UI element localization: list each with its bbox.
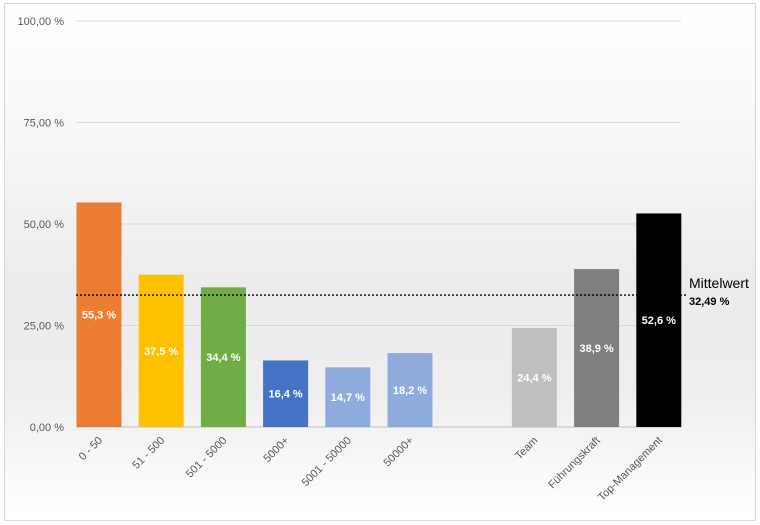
mean-line-label: Mittelwert [689, 275, 749, 291]
bars [76, 202, 682, 427]
mean-reference-line: Mittelwert 32,49 % [76, 275, 749, 308]
x-tick-label: Führungskraft [546, 435, 602, 491]
bar [263, 360, 309, 427]
y-axis-tick-labels: 0,00 % 25,00 % 50,00 % 75,00 % 100,00 % [18, 16, 65, 434]
y-tick-label: 75,00 % [24, 118, 65, 130]
y-tick-label: 0,00 % [30, 422, 64, 434]
bar [200, 287, 246, 427]
bar-value-label: 18,2 % [393, 385, 427, 397]
chart-frame [4, 3, 756, 521]
x-tick-label: 5000+ [261, 435, 291, 465]
bar-value-label: 14,7 % [331, 392, 365, 404]
bar [138, 274, 184, 427]
bar-value-label: 55,3 % [82, 310, 116, 322]
x-tick-label: 50000+ [381, 435, 416, 470]
bar-value-label: 52,6 % [642, 315, 676, 327]
x-tick-label: Top-Management [596, 435, 665, 504]
y-tick-label: 25,00 % [24, 321, 65, 333]
bar [325, 367, 371, 427]
bar [636, 213, 682, 427]
bar-data-labels: 55,3 % 37,5 % 34,4 % 16,4 % 14,7 % 18,2 % 24,4… [82, 310, 676, 404]
y-tick-label: 100,00 % [18, 16, 65, 28]
bar-value-label: 34,4 % [206, 352, 240, 364]
bar-value-label: 37,5 % [144, 346, 178, 358]
y-tick-label: 50,00 % [24, 219, 65, 231]
x-tick-label: 51 - 500 [130, 435, 167, 472]
x-tick-label: 501 - 5000 [184, 435, 230, 481]
bar-value-label: 16,4 % [268, 389, 302, 401]
bar [76, 202, 122, 427]
x-axis-tick-labels: 0 - 50 51 - 500 501 - 5000 5000+ 5001 - 5000… [77, 435, 665, 504]
x-tick-label: 0 - 50 [77, 435, 105, 463]
x-tick-label: 5001 - 50000 [300, 435, 354, 489]
bar-value-label: 24,4 % [517, 372, 551, 384]
mean-line-value: 32,49 % [689, 296, 730, 308]
x-tick-label: Team [513, 435, 541, 463]
bar [511, 327, 557, 427]
bar-value-label: 38,9 % [579, 343, 613, 355]
bar [387, 353, 433, 427]
